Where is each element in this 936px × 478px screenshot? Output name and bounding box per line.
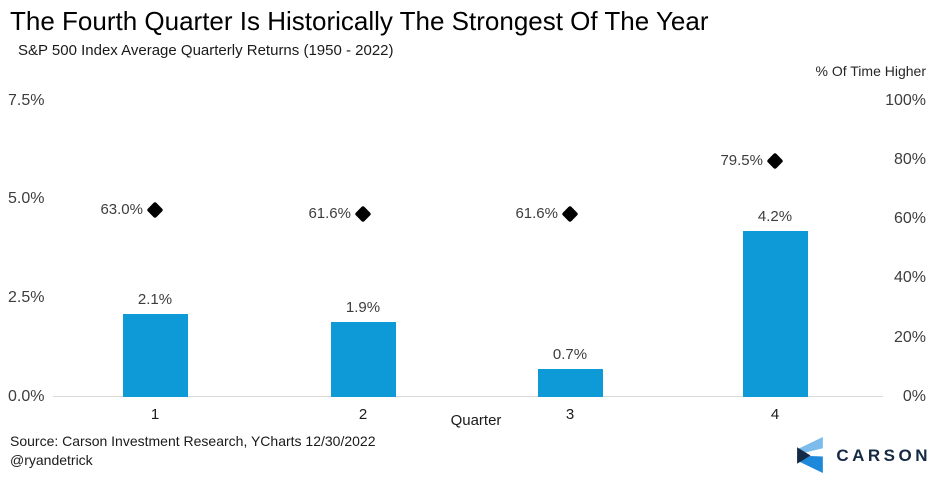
- bar-value-label: 0.7%: [552, 346, 588, 364]
- bar: [537, 369, 603, 397]
- carson-logo: CARSON: [796, 437, 931, 474]
- author-handle: @ryandetrick: [10, 452, 93, 468]
- right-axis-tick: 0%: [902, 388, 926, 405]
- right-axis-tick: 100%: [885, 91, 926, 109]
- x-tick-label: 4: [770, 406, 780, 423]
- source-note: Source: Carson Investment Research, YCha…: [10, 433, 376, 449]
- bar-value-label: 1.9%: [345, 298, 381, 316]
- x-tick-label: 1: [150, 406, 160, 423]
- diamond-marker-icon: [354, 205, 372, 223]
- pct-time-higher-label: 61.6%: [308, 205, 351, 223]
- right-axis-tick: 40%: [893, 269, 926, 287]
- left-axis-tick: 2.5%: [8, 289, 45, 307]
- bar: [330, 321, 396, 397]
- pct-time-higher-label: 63.0%: [100, 201, 143, 219]
- x-axis-line: [53, 396, 883, 397]
- carson-logo-icon: [797, 437, 824, 473]
- pct-time-higher-label: 79.5%: [720, 152, 763, 170]
- bar: [742, 230, 808, 397]
- chart-subtitle: S&P 500 Index Average Quarterly Returns …: [18, 42, 394, 59]
- bar-value-label: 2.1%: [137, 290, 173, 308]
- carson-logo-text: CARSON: [836, 445, 931, 465]
- left-axis-tick: 7.5%: [8, 91, 45, 109]
- diamond-marker-icon: [766, 152, 784, 170]
- pct-time-higher-label: 61.6%: [515, 205, 558, 223]
- x-tick-label: 2: [358, 406, 368, 423]
- bar-value-label: 4.2%: [757, 207, 793, 225]
- x-axis-label: Quarter: [450, 412, 502, 429]
- bar: [122, 313, 188, 397]
- diamond-marker-icon: [561, 205, 579, 223]
- left-axis-tick: 0.0%: [8, 388, 45, 405]
- chart-title: The Fourth Quarter Is Historically The S…: [10, 6, 709, 36]
- diamond-marker-icon: [146, 201, 164, 219]
- right-axis-title: % Of Time Higher: [815, 63, 926, 79]
- right-axis-tick: 60%: [893, 210, 926, 228]
- right-axis-tick: 80%: [893, 150, 926, 168]
- left-axis-tick: 5.0%: [8, 190, 45, 208]
- right-axis-tick: 20%: [893, 328, 926, 346]
- x-tick-label: 3: [565, 406, 575, 423]
